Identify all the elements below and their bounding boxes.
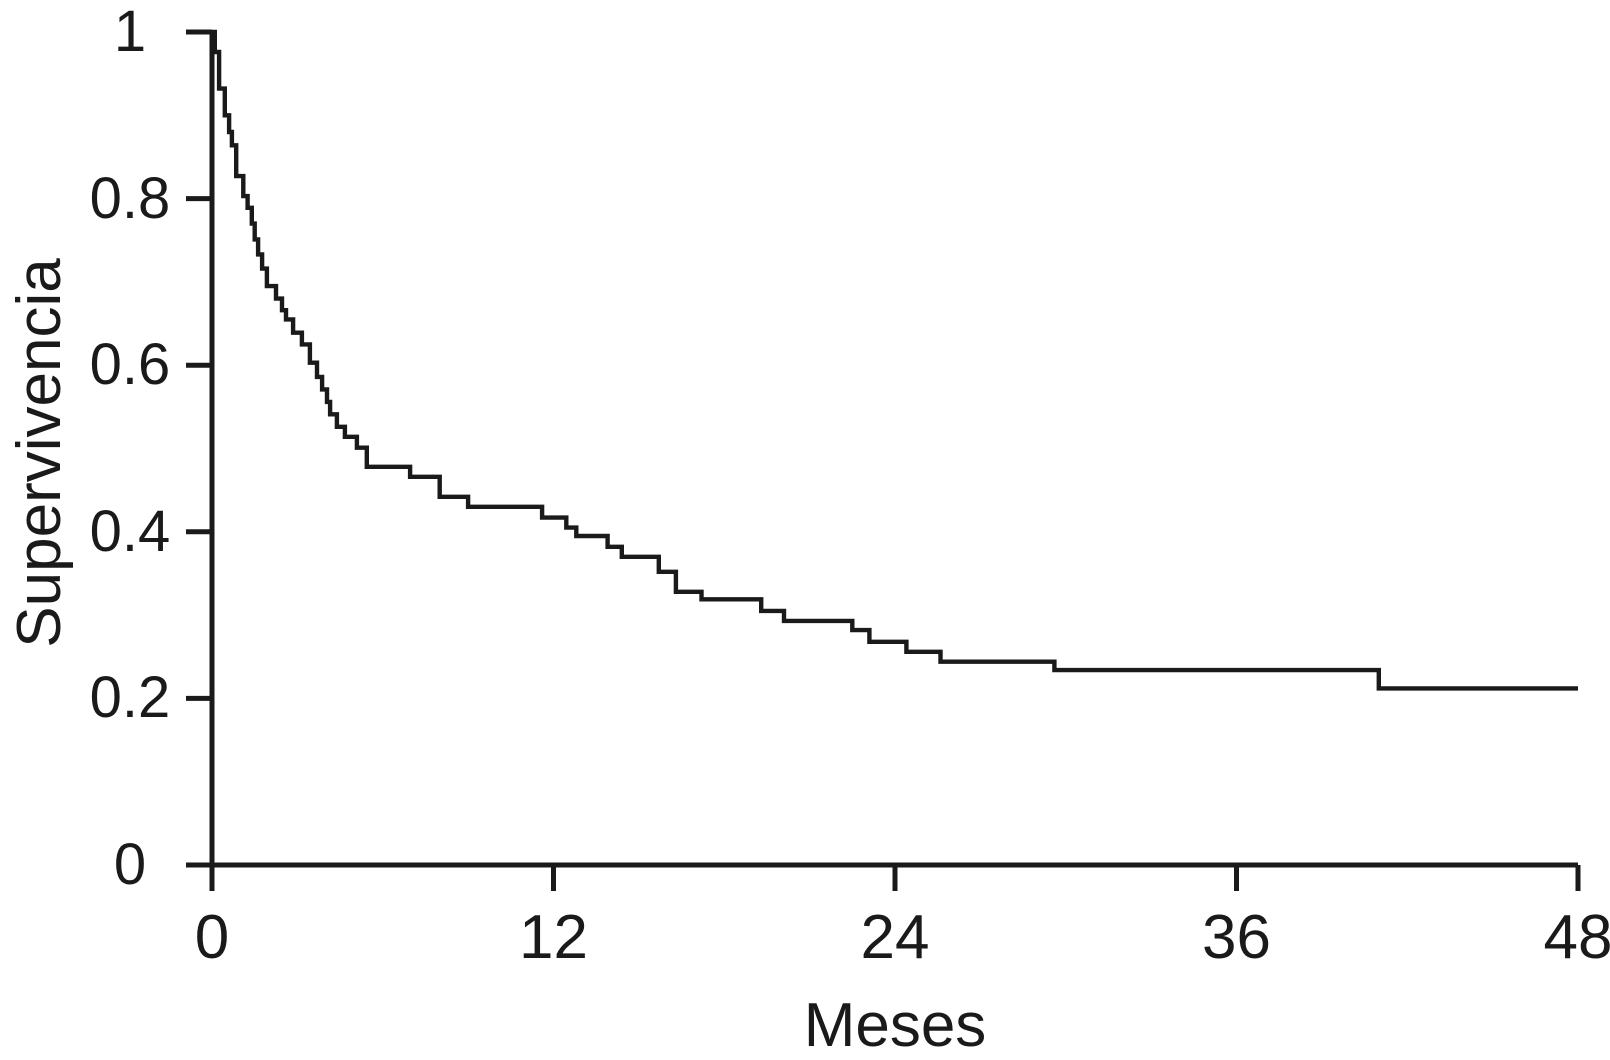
y-tick-label: 0	[113, 832, 147, 897]
y-tick-label: 0.8	[89, 165, 171, 231]
y-tick-label: 0.6	[89, 332, 171, 398]
x-axis-title: Meses	[803, 991, 987, 1060]
x-tick-label: 0	[194, 903, 230, 972]
x-tick-label: 36	[1202, 903, 1271, 972]
x-tick-label: 48	[1543, 903, 1610, 972]
y-tick-label: 0.2	[89, 665, 171, 731]
y-tick-label: 0.4	[89, 498, 171, 564]
x-tick-label: 12	[519, 903, 588, 972]
y-axis-title: Supervivencia	[5, 258, 74, 648]
y-tick-label: 1	[113, 0, 147, 64]
x-tick-label: 24	[860, 903, 930, 972]
survival-curve	[212, 29, 1578, 691]
